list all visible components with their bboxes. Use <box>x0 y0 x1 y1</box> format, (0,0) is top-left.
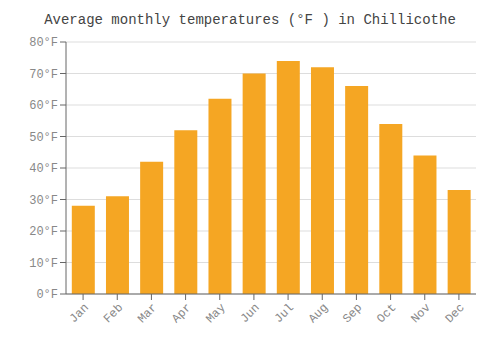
svg-text:Jan: Jan <box>67 301 92 326</box>
svg-text:0°F: 0°F <box>36 288 58 302</box>
svg-text:60°F: 60°F <box>29 99 58 113</box>
svg-text:20°F: 20°F <box>29 225 58 239</box>
html-text:Average monthly temperatures (: Average monthly temperatures (°F ) in Ch… <box>44 12 456 28</box>
svg-text:40°F: 40°F <box>29 162 58 176</box>
svg-text:Jul: Jul <box>272 301 297 326</box>
svg-text:Nov: Nov <box>408 301 433 326</box>
svg-text:50°F: 50°F <box>29 131 58 145</box>
svg-text:Dec: Dec <box>443 301 468 326</box>
svg-text:Jun: Jun <box>238 301 263 326</box>
svg-text:Oct: Oct <box>374 301 399 326</box>
svg-text:30°F: 30°F <box>29 194 58 208</box>
svg-text:Aug: Aug <box>306 301 331 326</box>
svg-text:May: May <box>203 301 228 326</box>
svg-text:Apr: Apr <box>169 301 194 326</box>
svg-text:Feb: Feb <box>101 301 126 326</box>
svg-text:70°F: 70°F <box>29 68 58 82</box>
svg-text:Mar: Mar <box>135 301 160 326</box>
svg-text:10°F: 10°F <box>29 257 58 271</box>
svg-text:Sep: Sep <box>340 301 365 326</box>
svg-text:80°F: 80°F <box>29 36 58 50</box>
